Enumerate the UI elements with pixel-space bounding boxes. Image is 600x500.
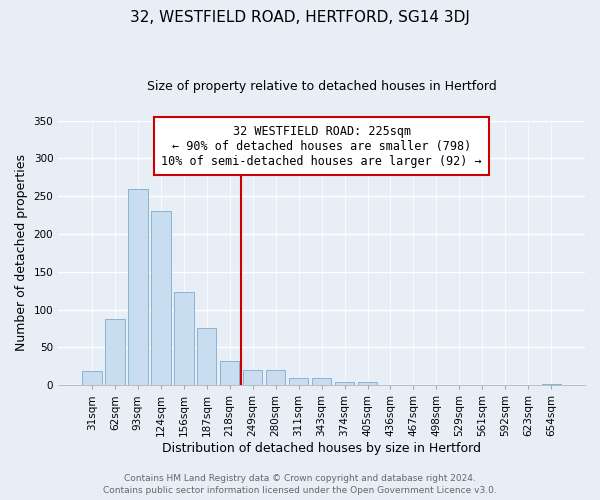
Bar bbox=[82, 371, 101, 386]
Bar bbox=[128, 188, 148, 386]
Bar bbox=[312, 378, 331, 386]
X-axis label: Distribution of detached houses by size in Hertford: Distribution of detached houses by size … bbox=[162, 442, 481, 455]
Bar bbox=[197, 328, 217, 386]
Bar bbox=[243, 370, 262, 386]
Bar bbox=[335, 382, 355, 386]
Y-axis label: Number of detached properties: Number of detached properties bbox=[15, 154, 28, 352]
Bar bbox=[151, 210, 170, 386]
Bar bbox=[105, 320, 125, 386]
Text: Contains HM Land Registry data © Crown copyright and database right 2024.
Contai: Contains HM Land Registry data © Crown c… bbox=[103, 474, 497, 495]
Text: 32, WESTFIELD ROAD, HERTFORD, SG14 3DJ: 32, WESTFIELD ROAD, HERTFORD, SG14 3DJ bbox=[130, 10, 470, 25]
Bar bbox=[266, 370, 286, 386]
Bar bbox=[381, 384, 400, 386]
Text: 32 WESTFIELD ROAD: 225sqm
← 90% of detached houses are smaller (798)
10% of semi: 32 WESTFIELD ROAD: 225sqm ← 90% of detac… bbox=[161, 124, 482, 168]
Bar bbox=[220, 361, 239, 386]
Title: Size of property relative to detached houses in Hertford: Size of property relative to detached ho… bbox=[147, 80, 496, 93]
Bar bbox=[174, 292, 194, 386]
Bar bbox=[289, 378, 308, 386]
Bar bbox=[542, 384, 561, 386]
Bar bbox=[358, 382, 377, 386]
